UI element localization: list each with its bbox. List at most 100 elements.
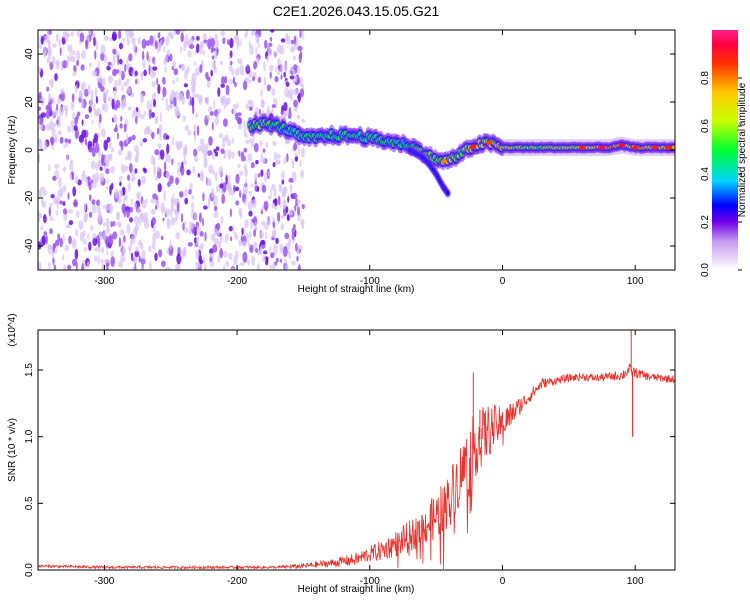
noise-speckle <box>70 55 76 63</box>
noise-speckle <box>109 203 113 214</box>
noise-speckle <box>117 78 122 86</box>
noise-speckle <box>272 229 276 239</box>
noise-speckle <box>229 60 233 66</box>
colorbar-tick-label: 0.4 <box>700 167 711 181</box>
noise-speckle <box>275 97 278 109</box>
noise-speckle <box>207 150 213 156</box>
noise-speckle <box>278 195 281 206</box>
noise-speckle <box>222 141 226 149</box>
noise-speckle <box>274 204 278 210</box>
noise-speckle <box>247 259 250 266</box>
noise-speckle <box>153 60 156 67</box>
noise-speckle <box>135 78 138 85</box>
noise-speckle <box>216 112 219 119</box>
noise-speckle <box>213 49 218 60</box>
noise-speckle <box>64 138 68 143</box>
noise-speckle <box>151 132 155 140</box>
noise-speckle <box>99 172 105 183</box>
noise-speckle <box>269 244 272 255</box>
noise-speckle <box>58 106 64 117</box>
noise-speckle <box>220 83 225 88</box>
noise-speckle <box>85 39 88 50</box>
noise-speckle <box>267 219 271 224</box>
noise-speckle <box>263 250 268 255</box>
noise-speckle <box>110 256 115 267</box>
noise-speckle <box>282 187 287 197</box>
noise-speckle <box>193 131 197 143</box>
noise-speckle <box>288 177 293 183</box>
noise-speckle <box>159 111 162 123</box>
spectrogram-y-label: Frequency (Hz) <box>7 116 18 185</box>
noise-speckle <box>133 202 137 210</box>
noise-speckle <box>126 133 129 144</box>
signal-core <box>671 145 675 150</box>
noise-speckle <box>164 66 167 73</box>
noise-speckle <box>270 252 275 259</box>
noise-speckle <box>182 115 186 122</box>
noise-speckle <box>106 65 111 71</box>
noise-speckle <box>215 230 221 237</box>
colorbar-tick-label: 0.2 <box>700 215 711 229</box>
noise-speckle <box>57 130 62 136</box>
noise-speckle <box>187 242 193 247</box>
noise-speckle <box>193 93 199 99</box>
noise-speckle <box>110 166 115 174</box>
noise-speckle <box>292 192 298 200</box>
x-tick-label: -200 <box>227 276 247 287</box>
noise-speckle <box>210 187 215 198</box>
noise-speckle <box>278 185 283 193</box>
noise-speckle <box>261 184 267 193</box>
noise-speckle <box>172 192 175 204</box>
noise-speckle <box>191 195 195 200</box>
noise-speckle <box>239 57 243 65</box>
noise-speckle <box>217 240 222 249</box>
y-tick-label: -40 <box>24 238 35 253</box>
noise-speckle <box>66 61 69 69</box>
noise-speckle <box>140 71 144 78</box>
noise-speckle <box>160 260 166 268</box>
noise-speckle <box>151 80 156 88</box>
noise-speckle <box>162 86 167 98</box>
noise-speckle <box>224 104 226 110</box>
noise-speckle <box>141 38 147 49</box>
noise-speckle <box>220 96 225 104</box>
noise-speckle <box>122 197 126 203</box>
noise-speckle <box>251 255 256 266</box>
noise-speckle <box>199 173 205 182</box>
noise-speckle <box>52 242 55 253</box>
noise-speckle <box>285 206 289 214</box>
noise-speckle <box>169 175 174 185</box>
noise-speckle <box>288 239 291 250</box>
noise-speckle <box>285 139 291 144</box>
noise-speckle <box>74 128 79 140</box>
y-tick-label: 0.5 <box>24 496 35 510</box>
x-tick-label: -300 <box>94 576 114 587</box>
noise-speckle <box>59 47 62 56</box>
noise-speckle <box>154 149 160 156</box>
noise-speckle <box>97 132 101 138</box>
noise-speckle <box>74 175 79 184</box>
noise-speckle <box>226 181 231 188</box>
noise-speckle <box>277 64 281 70</box>
noise-speckle <box>129 217 133 223</box>
noise-speckle <box>78 90 83 100</box>
noise-speckle <box>114 79 118 91</box>
noise-speckle <box>259 140 263 147</box>
noise-speckle <box>297 92 301 103</box>
noise-speckle <box>268 170 271 177</box>
noise-speckle <box>223 250 228 258</box>
noise-speckle <box>242 80 248 91</box>
noise-speckle <box>112 231 118 240</box>
noise-speckle <box>196 235 199 247</box>
noise-speckle <box>145 126 150 135</box>
noise-speckle <box>219 183 224 189</box>
noise-speckle <box>218 166 224 177</box>
noise-speckle <box>102 104 105 112</box>
noise-speckle <box>146 51 149 62</box>
noise-speckle <box>207 115 211 121</box>
noise-speckle <box>294 35 297 46</box>
noise-speckle <box>132 42 137 51</box>
noise-speckle <box>180 213 184 223</box>
noise-speckle <box>100 258 104 264</box>
